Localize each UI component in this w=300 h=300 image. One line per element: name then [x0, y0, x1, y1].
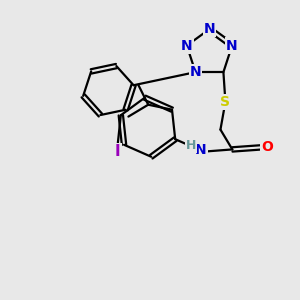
Text: H: H [185, 139, 196, 152]
Text: N: N [204, 22, 215, 36]
Text: N: N [226, 39, 238, 52]
Text: N: N [190, 65, 201, 79]
Text: I: I [115, 144, 121, 159]
Text: N: N [181, 39, 193, 52]
Text: S: S [220, 95, 230, 109]
Text: N: N [195, 143, 206, 158]
Text: O: O [261, 140, 273, 154]
